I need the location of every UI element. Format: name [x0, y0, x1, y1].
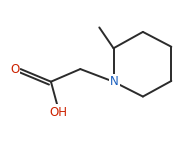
Text: O: O [10, 63, 19, 76]
Text: N: N [110, 75, 119, 88]
Text: OH: OH [49, 106, 68, 119]
